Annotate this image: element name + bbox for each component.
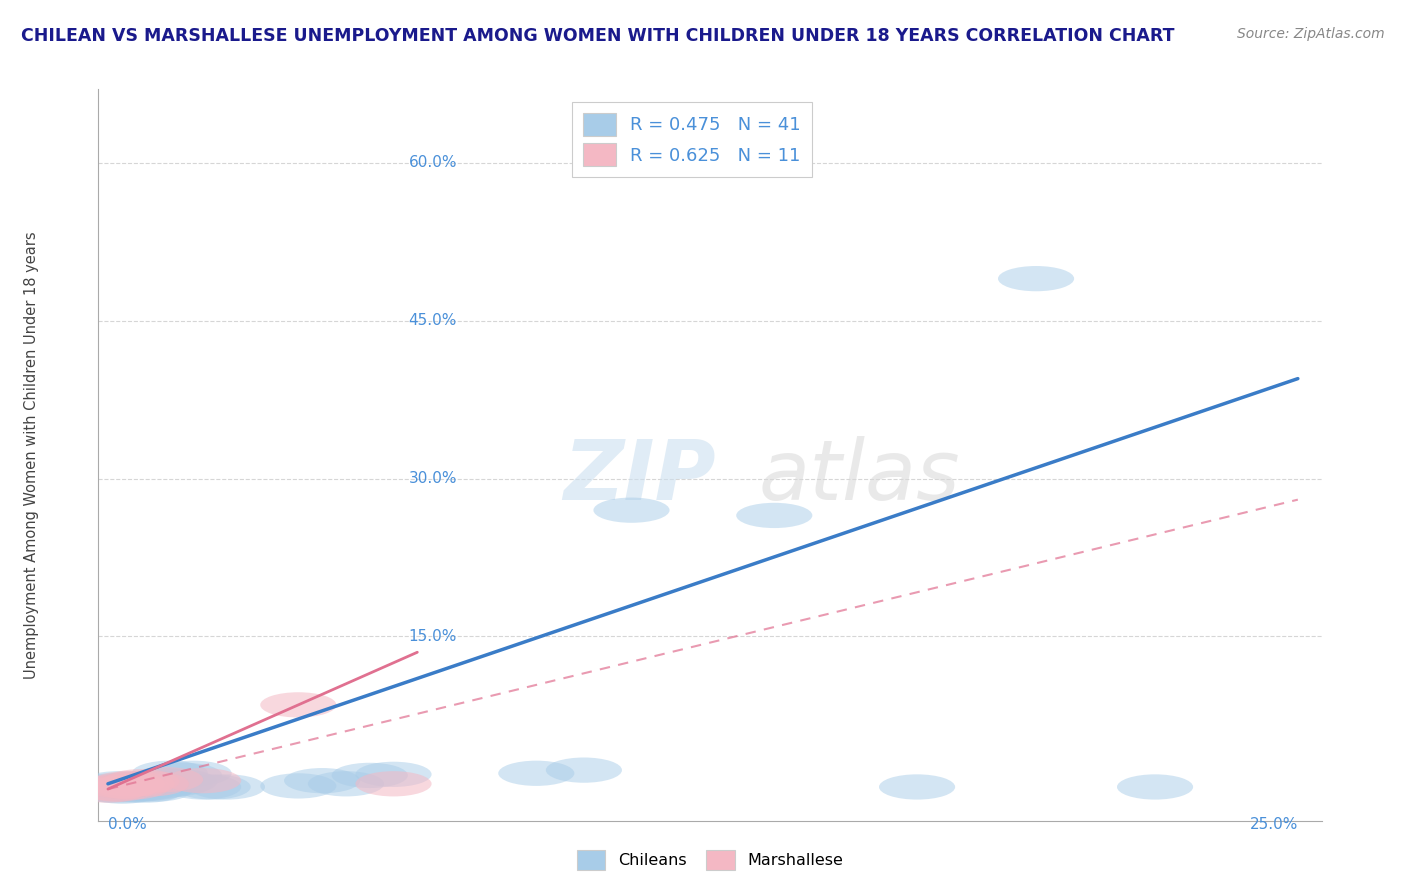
Ellipse shape [593,129,669,154]
Ellipse shape [103,769,180,795]
Ellipse shape [84,774,160,799]
Ellipse shape [112,775,188,801]
Ellipse shape [70,776,146,802]
Ellipse shape [165,768,242,793]
Text: Unemployment Among Women with Children Under 18 years: Unemployment Among Women with Children U… [24,231,38,679]
Ellipse shape [98,772,174,797]
Ellipse shape [122,773,198,798]
Ellipse shape [108,774,184,799]
Ellipse shape [94,778,170,803]
Ellipse shape [94,773,170,798]
Text: 0.0%: 0.0% [108,817,146,832]
Ellipse shape [141,769,218,795]
Ellipse shape [165,774,242,799]
Ellipse shape [188,774,264,799]
Text: 25.0%: 25.0% [1250,817,1298,832]
Ellipse shape [308,772,384,797]
Ellipse shape [84,779,160,804]
Text: Source: ZipAtlas.com: Source: ZipAtlas.com [1237,27,1385,41]
Text: 30.0%: 30.0% [409,471,457,486]
Ellipse shape [118,776,194,802]
Ellipse shape [118,772,194,797]
Ellipse shape [356,772,432,797]
Ellipse shape [79,772,156,797]
Text: CHILEAN VS MARSHALLESE UNEMPLOYMENT AMONG WOMEN WITH CHILDREN UNDER 18 YEARS COR: CHILEAN VS MARSHALLESE UNEMPLOYMENT AMON… [21,27,1174,45]
Ellipse shape [79,776,156,802]
Ellipse shape [103,776,180,802]
Ellipse shape [79,775,156,801]
Text: ZIP: ZIP [564,436,716,517]
Ellipse shape [70,778,146,803]
Text: 15.0%: 15.0% [409,629,457,644]
Ellipse shape [132,761,208,786]
Ellipse shape [98,772,174,797]
Ellipse shape [127,768,202,793]
Ellipse shape [136,772,212,797]
Ellipse shape [498,761,575,786]
Ellipse shape [103,772,180,797]
Ellipse shape [998,266,1074,292]
Ellipse shape [284,768,360,793]
Ellipse shape [75,773,150,798]
Ellipse shape [89,776,165,802]
Ellipse shape [146,763,222,788]
Ellipse shape [89,772,165,797]
Ellipse shape [127,767,202,792]
Legend: Chileans, Marshallese: Chileans, Marshallese [568,842,852,879]
Ellipse shape [108,778,184,803]
Ellipse shape [84,773,160,798]
Text: atlas: atlas [759,436,960,517]
Ellipse shape [112,772,188,797]
Ellipse shape [1116,774,1194,799]
Ellipse shape [879,774,955,799]
Ellipse shape [94,774,170,799]
Ellipse shape [75,775,150,801]
Ellipse shape [260,692,336,717]
Ellipse shape [593,498,669,523]
Ellipse shape [260,773,336,798]
Ellipse shape [174,774,250,799]
Ellipse shape [332,763,408,788]
Ellipse shape [546,757,621,783]
Ellipse shape [75,778,150,803]
Text: 45.0%: 45.0% [409,313,457,328]
Ellipse shape [737,503,813,528]
Ellipse shape [356,762,432,787]
Ellipse shape [98,775,174,801]
Text: 60.0%: 60.0% [409,155,457,170]
Ellipse shape [89,772,165,797]
Ellipse shape [156,761,232,786]
